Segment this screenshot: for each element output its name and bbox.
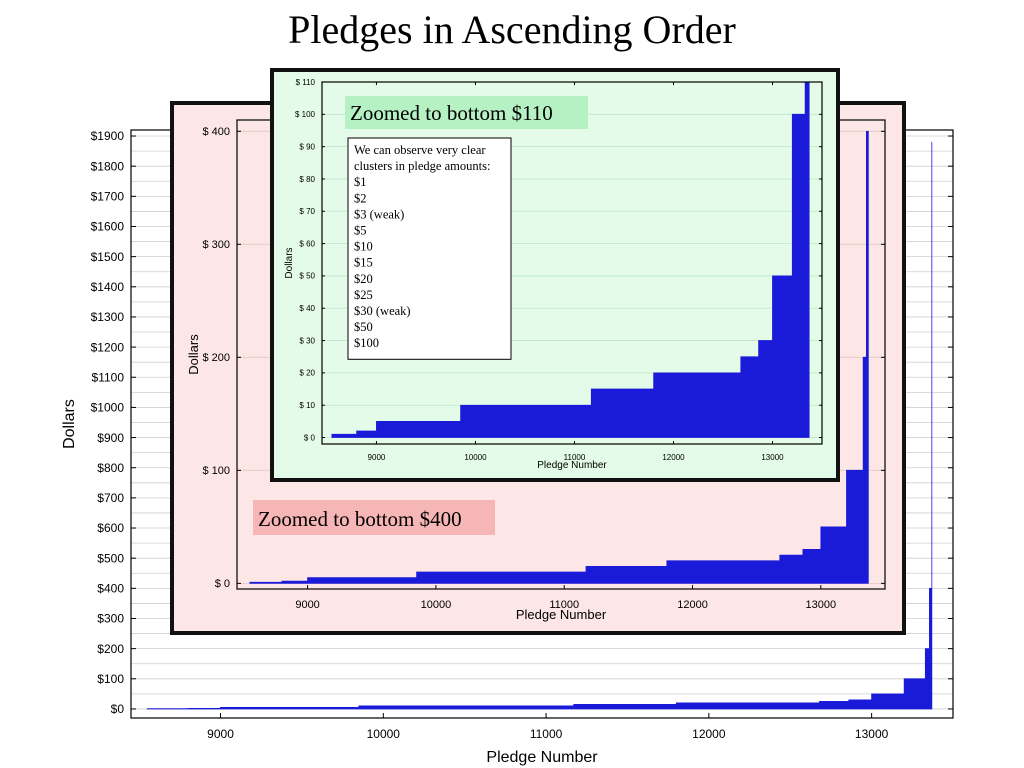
- y-tick-label: $700: [97, 491, 124, 505]
- y-axis-label: Dollars: [61, 399, 78, 449]
- y-tick-label: $300: [97, 612, 124, 626]
- zoom-label: Zoomed to bottom $110: [350, 101, 553, 125]
- x-axis-label: Pledge Number: [537, 460, 607, 471]
- x-tick-label: 10000: [464, 453, 487, 462]
- cluster-note-line: $2: [354, 191, 367, 205]
- x-tick-label: 9000: [207, 727, 234, 741]
- y-tick-label: $ 40: [299, 304, 315, 313]
- y-tick-label: $ 0: [215, 578, 230, 590]
- x-tick-label: 10000: [421, 599, 452, 611]
- y-tick-label: $ 110: [296, 78, 316, 87]
- y-tick-label: $400: [97, 582, 124, 596]
- y-tick-label: $1600: [91, 220, 125, 234]
- y-tick-label: $ 80: [299, 175, 315, 184]
- y-tick-label: $ 70: [299, 207, 315, 216]
- cluster-note-line: $20: [354, 272, 373, 286]
- y-tick-label: $ 30: [299, 336, 315, 345]
- cluster-note-line: $5: [354, 224, 367, 238]
- x-tick-label: 9000: [368, 453, 386, 462]
- x-tick-label: 11000: [564, 453, 586, 462]
- y-tick-label: $ 400: [202, 126, 230, 138]
- y-tick-label: $ 90: [299, 142, 315, 151]
- y-tick-label: $1100: [92, 370, 125, 384]
- y-tick-label: $1900: [91, 129, 125, 143]
- x-tick-label: 12000: [662, 453, 685, 462]
- y-tick-label: $1400: [91, 280, 125, 294]
- y-axis-label: Dollars: [186, 334, 201, 375]
- y-tick-label: $ 200: [202, 352, 230, 364]
- zoom-label: Zoomed to bottom $400: [258, 507, 462, 531]
- y-tick-label: $900: [97, 431, 124, 445]
- cluster-note: We can observe very clear clusters in ple…: [347, 137, 512, 360]
- cluster-note-box: [347, 137, 512, 360]
- x-tick-label: 13000: [855, 727, 889, 741]
- cluster-note-line: $50: [354, 320, 373, 334]
- y-tick-label: $ 50: [299, 272, 315, 281]
- x-tick-label: 13000: [806, 599, 837, 611]
- y-axis-label: Dollars: [284, 247, 295, 278]
- y-tick-label: $100: [97, 672, 124, 686]
- x-tick-label: 12000: [677, 599, 708, 611]
- page-title: Pledges in Ascending Order: [288, 7, 736, 52]
- series-area-main: [146, 142, 933, 710]
- cluster-note-line: $15: [354, 256, 373, 270]
- x-axis-label: Pledge Number: [486, 749, 598, 766]
- x-axis-label: Pledge Number: [516, 607, 607, 622]
- cluster-note-line: $3 (weak): [354, 207, 404, 221]
- zoom-label-box: [345, 96, 588, 129]
- y-tick-label: $800: [97, 461, 124, 475]
- y-tick-label: $600: [97, 521, 124, 535]
- y-tick-label: $1300: [91, 310, 125, 324]
- cluster-note-line: $1: [354, 175, 367, 189]
- y-tick-label: $1200: [91, 340, 125, 354]
- y-tick-label: $ 60: [299, 239, 315, 248]
- x-tick-label: 11000: [549, 599, 579, 611]
- y-tick-label: $ 20: [299, 369, 315, 378]
- y-tick-label: $200: [97, 642, 124, 656]
- y-tick-label: $500: [97, 551, 124, 565]
- cluster-note-line: $25: [354, 288, 373, 302]
- x-tick-label: 13000: [761, 453, 784, 462]
- zoom-label-box: [253, 500, 495, 535]
- y-tick-label: $0: [111, 702, 125, 716]
- axes-frame-zoom110: [321, 81, 823, 445]
- y-tick-label: $1800: [91, 159, 125, 173]
- series-area-zoom110: [331, 81, 810, 438]
- cluster-note-line: clusters in pledge amounts:: [354, 159, 490, 173]
- y-tick-label: $1500: [91, 250, 125, 264]
- cluster-note-line: $100: [354, 336, 379, 350]
- cluster-note-line: $10: [354, 240, 373, 254]
- x-tick-label: 12000: [692, 727, 726, 741]
- y-tick-label: $ 100: [295, 110, 316, 119]
- y-tick-label: $ 100: [202, 465, 230, 477]
- x-tick-label: 11000: [530, 727, 563, 741]
- y-tick-label: $1000: [91, 401, 125, 415]
- y-tick-label: $ 10: [299, 401, 315, 410]
- y-tick-label: $ 0: [304, 433, 316, 442]
- y-tick-label: $1700: [91, 190, 125, 204]
- x-tick-label: 10000: [367, 727, 401, 741]
- cluster-note-line: We can observe very clear: [354, 143, 486, 157]
- y-tick-label: $ 300: [202, 239, 230, 251]
- series-area-zoom400: [249, 130, 869, 584]
- cluster-note-line: $30 (weak): [354, 304, 411, 318]
- x-tick-label: 9000: [295, 599, 319, 611]
